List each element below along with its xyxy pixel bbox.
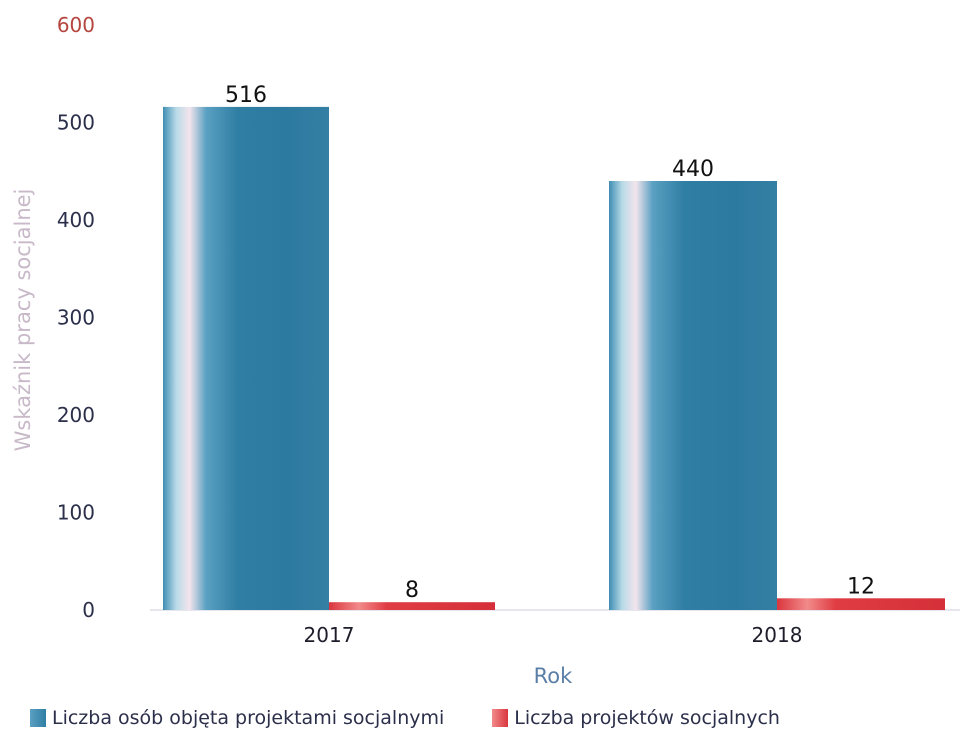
data-label-projects-2018: 12: [847, 574, 875, 599]
bar-projects-2018: [777, 598, 945, 610]
y-tick-label-500: 500: [57, 111, 95, 135]
legend-item-persons: Liczba osób objęta projektami socjalnymi: [30, 707, 444, 729]
y-axis-title: Wskaźnik pracy socjalnej: [11, 189, 35, 452]
data-label-projects-2017: 8: [405, 578, 419, 603]
bar-persons-2018: [609, 181, 777, 610]
x-axis-title: Rok: [534, 664, 573, 688]
bar-persons-2017: [163, 106, 329, 611]
bars: 516 8 440 12: [163, 83, 945, 611]
x-tick-label-2017: 2017: [304, 623, 355, 647]
bar-chart: 0 100 200 300 400 500 600 516 8 440 12 2017 2018 W…: [11, 13, 960, 688]
bar-projects-2017: [329, 602, 495, 610]
y-tick-label-200: 200: [57, 403, 95, 427]
data-label-persons-2017: 516: [225, 83, 267, 108]
legend: Liczba osób objęta projektami socjalnymi…: [30, 707, 780, 729]
legend-label-projects: Liczba projektów socjalnych: [514, 707, 780, 729]
y-tick-label-300: 300: [57, 306, 95, 330]
data-label-persons-2018: 440: [672, 157, 714, 182]
y-tick-label-100: 100: [57, 501, 95, 525]
y-axis: 0 100 200 300 400 500 600: [57, 13, 960, 622]
legend-label-persons: Liczba osób objęta projektami socjalnymi: [52, 707, 445, 729]
legend-swatch-blue: [30, 709, 46, 727]
y-tick-label-400: 400: [57, 208, 95, 232]
x-tick-label-2018: 2018: [752, 623, 803, 647]
legend-item-projects: Liczba projektów socjalnych: [492, 707, 780, 729]
x-axis: 2017 2018: [304, 623, 803, 647]
y-tick-label-600: 600: [57, 13, 95, 37]
y-tick-label-0: 0: [82, 598, 95, 622]
legend-swatch-red: [492, 709, 509, 727]
